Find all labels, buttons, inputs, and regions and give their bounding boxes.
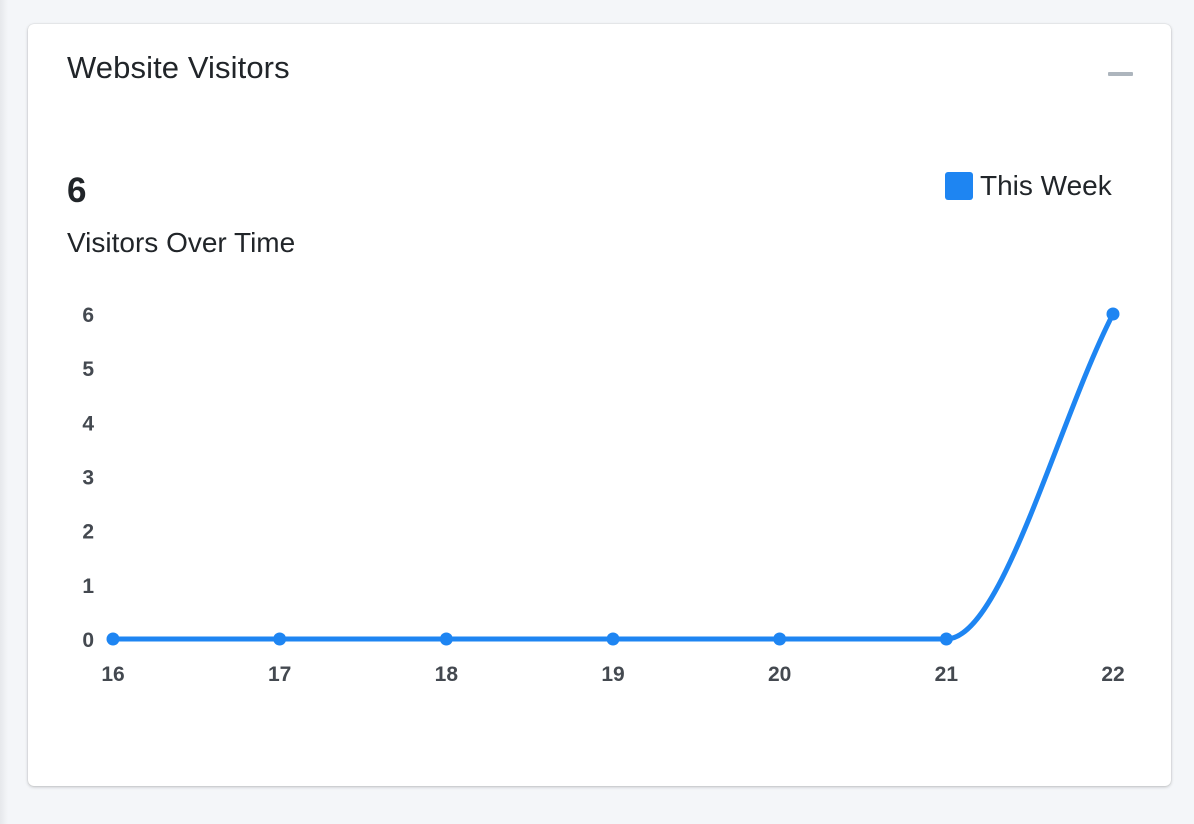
- data-point[interactable]: [106, 632, 120, 646]
- x-tick-label: 17: [268, 663, 291, 686]
- y-tick-label: 6: [82, 304, 94, 327]
- data-point[interactable]: [939, 632, 953, 646]
- x-tick-label: 19: [601, 663, 624, 686]
- x-tick-label: 22: [1101, 663, 1124, 686]
- x-tick-label: 18: [435, 663, 459, 686]
- card-title: Website Visitors: [67, 50, 290, 85]
- website-visitors-card: Website Visitors 6 Visitors Over Time Th…: [28, 24, 1171, 786]
- minus-icon: [1108, 72, 1133, 76]
- legend-swatch: [945, 172, 973, 200]
- y-tick-label: 3: [82, 467, 94, 490]
- y-tick-label: 2: [82, 521, 94, 544]
- data-point[interactable]: [439, 632, 453, 646]
- page-left-edge: [0, 0, 8, 824]
- visitors-line-chart: 0 1 2 3 4 5 6 16 17 18 19 20 21 22: [82, 304, 1124, 686]
- y-axis-ticks: 0 1 2 3 4 5 6: [82, 304, 94, 652]
- visitor-count-label: Visitors Over Time: [67, 227, 296, 258]
- legend-label: This Week: [980, 170, 1112, 201]
- x-axis-ticks: 16 17 18 19 20 21 22: [101, 663, 1124, 686]
- data-point[interactable]: [606, 632, 620, 646]
- y-tick-label: 1: [82, 575, 94, 598]
- collapse-button[interactable]: [1102, 62, 1138, 86]
- y-tick-label: 5: [82, 358, 94, 381]
- visitor-count: 6: [67, 171, 87, 210]
- data-point[interactable]: [773, 632, 787, 646]
- x-tick-label: 21: [935, 663, 959, 686]
- data-point[interactable]: [1106, 307, 1120, 321]
- y-tick-label: 4: [82, 412, 94, 435]
- legend-item-this-week[interactable]: This Week: [945, 169, 1112, 203]
- x-tick-label: 16: [101, 663, 124, 686]
- series-line: [110, 311, 1116, 642]
- data-point[interactable]: [273, 632, 287, 646]
- x-tick-label: 20: [768, 663, 791, 686]
- chart-series: [106, 307, 1120, 646]
- y-tick-label: 0: [82, 629, 94, 652]
